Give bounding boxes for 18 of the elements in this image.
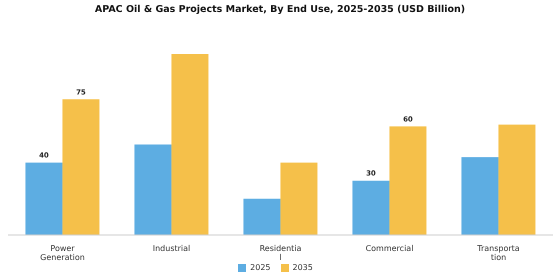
bar: [25, 162, 62, 235]
bar: [171, 54, 208, 235]
x-tick-label: Residentia l: [260, 244, 302, 262]
bar: [62, 99, 100, 235]
bar: [461, 157, 498, 235]
x-tick-label: Industrial: [152, 244, 190, 253]
x-tick-label: Transporta tion: [476, 244, 520, 262]
legend-label: 2035: [292, 263, 313, 272]
x-tick-label: Commercial: [366, 244, 414, 253]
bar: [498, 124, 536, 235]
legend-label: 2025: [250, 263, 270, 272]
bar: [352, 180, 390, 235]
x-tick-label: Power Generation: [40, 244, 85, 262]
bar: [280, 162, 318, 235]
bar: [389, 126, 426, 235]
bar: [243, 198, 280, 235]
chart-title: APAC Oil & Gas Projects Market, By End Use, 2025-2035 (USD Billion): [94, 4, 466, 15]
bar: [134, 144, 172, 235]
